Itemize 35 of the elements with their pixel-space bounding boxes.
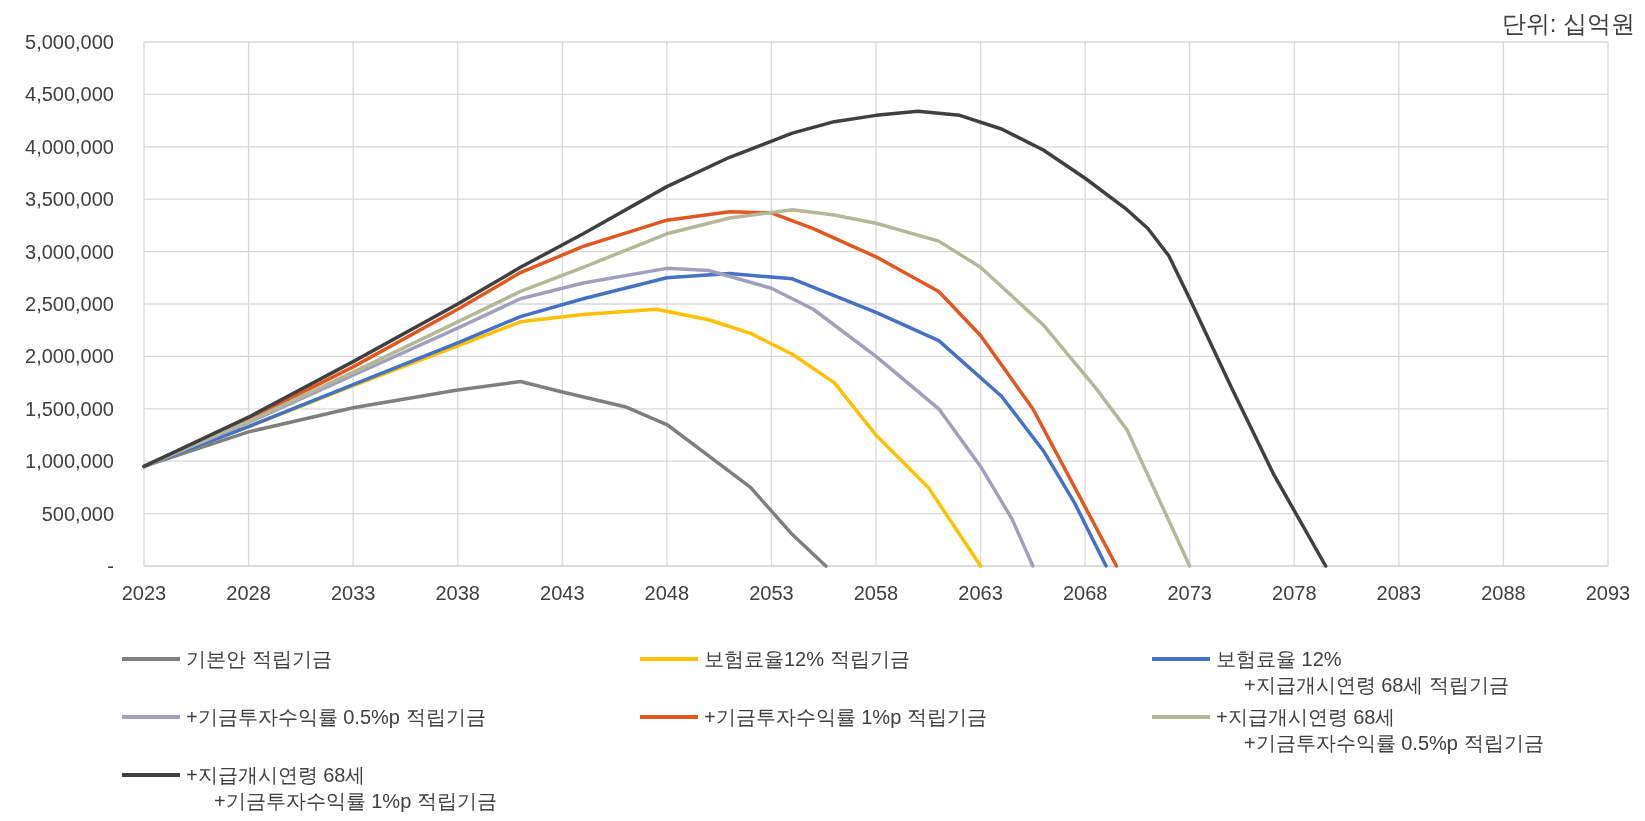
x-tick-label: 2023 (121, 582, 167, 604)
x-tick-label: 2053 (749, 582, 794, 604)
text: 단위: 십억원 (1501, 10, 1635, 37)
legend-label: 기본안 적립기금 (186, 648, 332, 670)
x-tick-label: 2048 (644, 582, 690, 604)
legend-label: +기금투자수익률 0.5%p 적립기금 (186, 706, 486, 728)
legend-label: 보험료율12% 적립기금 (704, 648, 910, 670)
line-series (142, 109, 1328, 568)
x-tick-label: 2063 (958, 582, 1003, 604)
y-tick-label: 1,000,000 (25, 450, 114, 473)
legend-label: 보험료율 12% +지급개시연령 68세 적립기금 (1216, 648, 1510, 696)
y-tick-label: 4,500,000 (25, 83, 114, 106)
y-tick-label: 4,000,000 (25, 135, 114, 158)
x-tick-label: 2028 (226, 582, 271, 604)
y-tick-label: 5,000,000 (25, 31, 114, 53)
y-tick-label: 2,500,000 (25, 293, 114, 315)
legend-label: +지급개시연령 68세 +기금투자수익률 1%p 적립기금 (186, 764, 497, 812)
legend-label: +지급개시연령 68세 +기금투자수익률 0.5%p 적립기금 (1216, 706, 1544, 754)
x-tick-label: 2078 (1272, 582, 1317, 604)
y-tick-label: 2,000,000 (25, 345, 114, 368)
x-tick-label: 2033 (330, 582, 376, 604)
y-tick-label: 1,500,000 (25, 397, 114, 420)
legend-label: +기금투자수익률 1%p 적립기금 (704, 706, 987, 728)
y-tick-label: 500,000 (41, 502, 114, 525)
x-tick-label: 2058 (853, 582, 899, 604)
y-tick-label: 3,000,000 (25, 240, 114, 263)
x-tick-label: 2083 (1376, 582, 1422, 604)
x-tick-label: 2088 (1481, 582, 1526, 604)
x-tick-label: 2068 (1062, 582, 1108, 604)
y-tick-label: 3,500,000 (25, 188, 114, 211)
y-tick-label: - (107, 555, 114, 577)
x-tick-label: 2038 (435, 582, 480, 604)
x-tick-label: 2073 (1167, 582, 1212, 604)
x-tick-label: 2093 (1585, 582, 1631, 604)
x-tick-label: 2043 (540, 582, 585, 604)
